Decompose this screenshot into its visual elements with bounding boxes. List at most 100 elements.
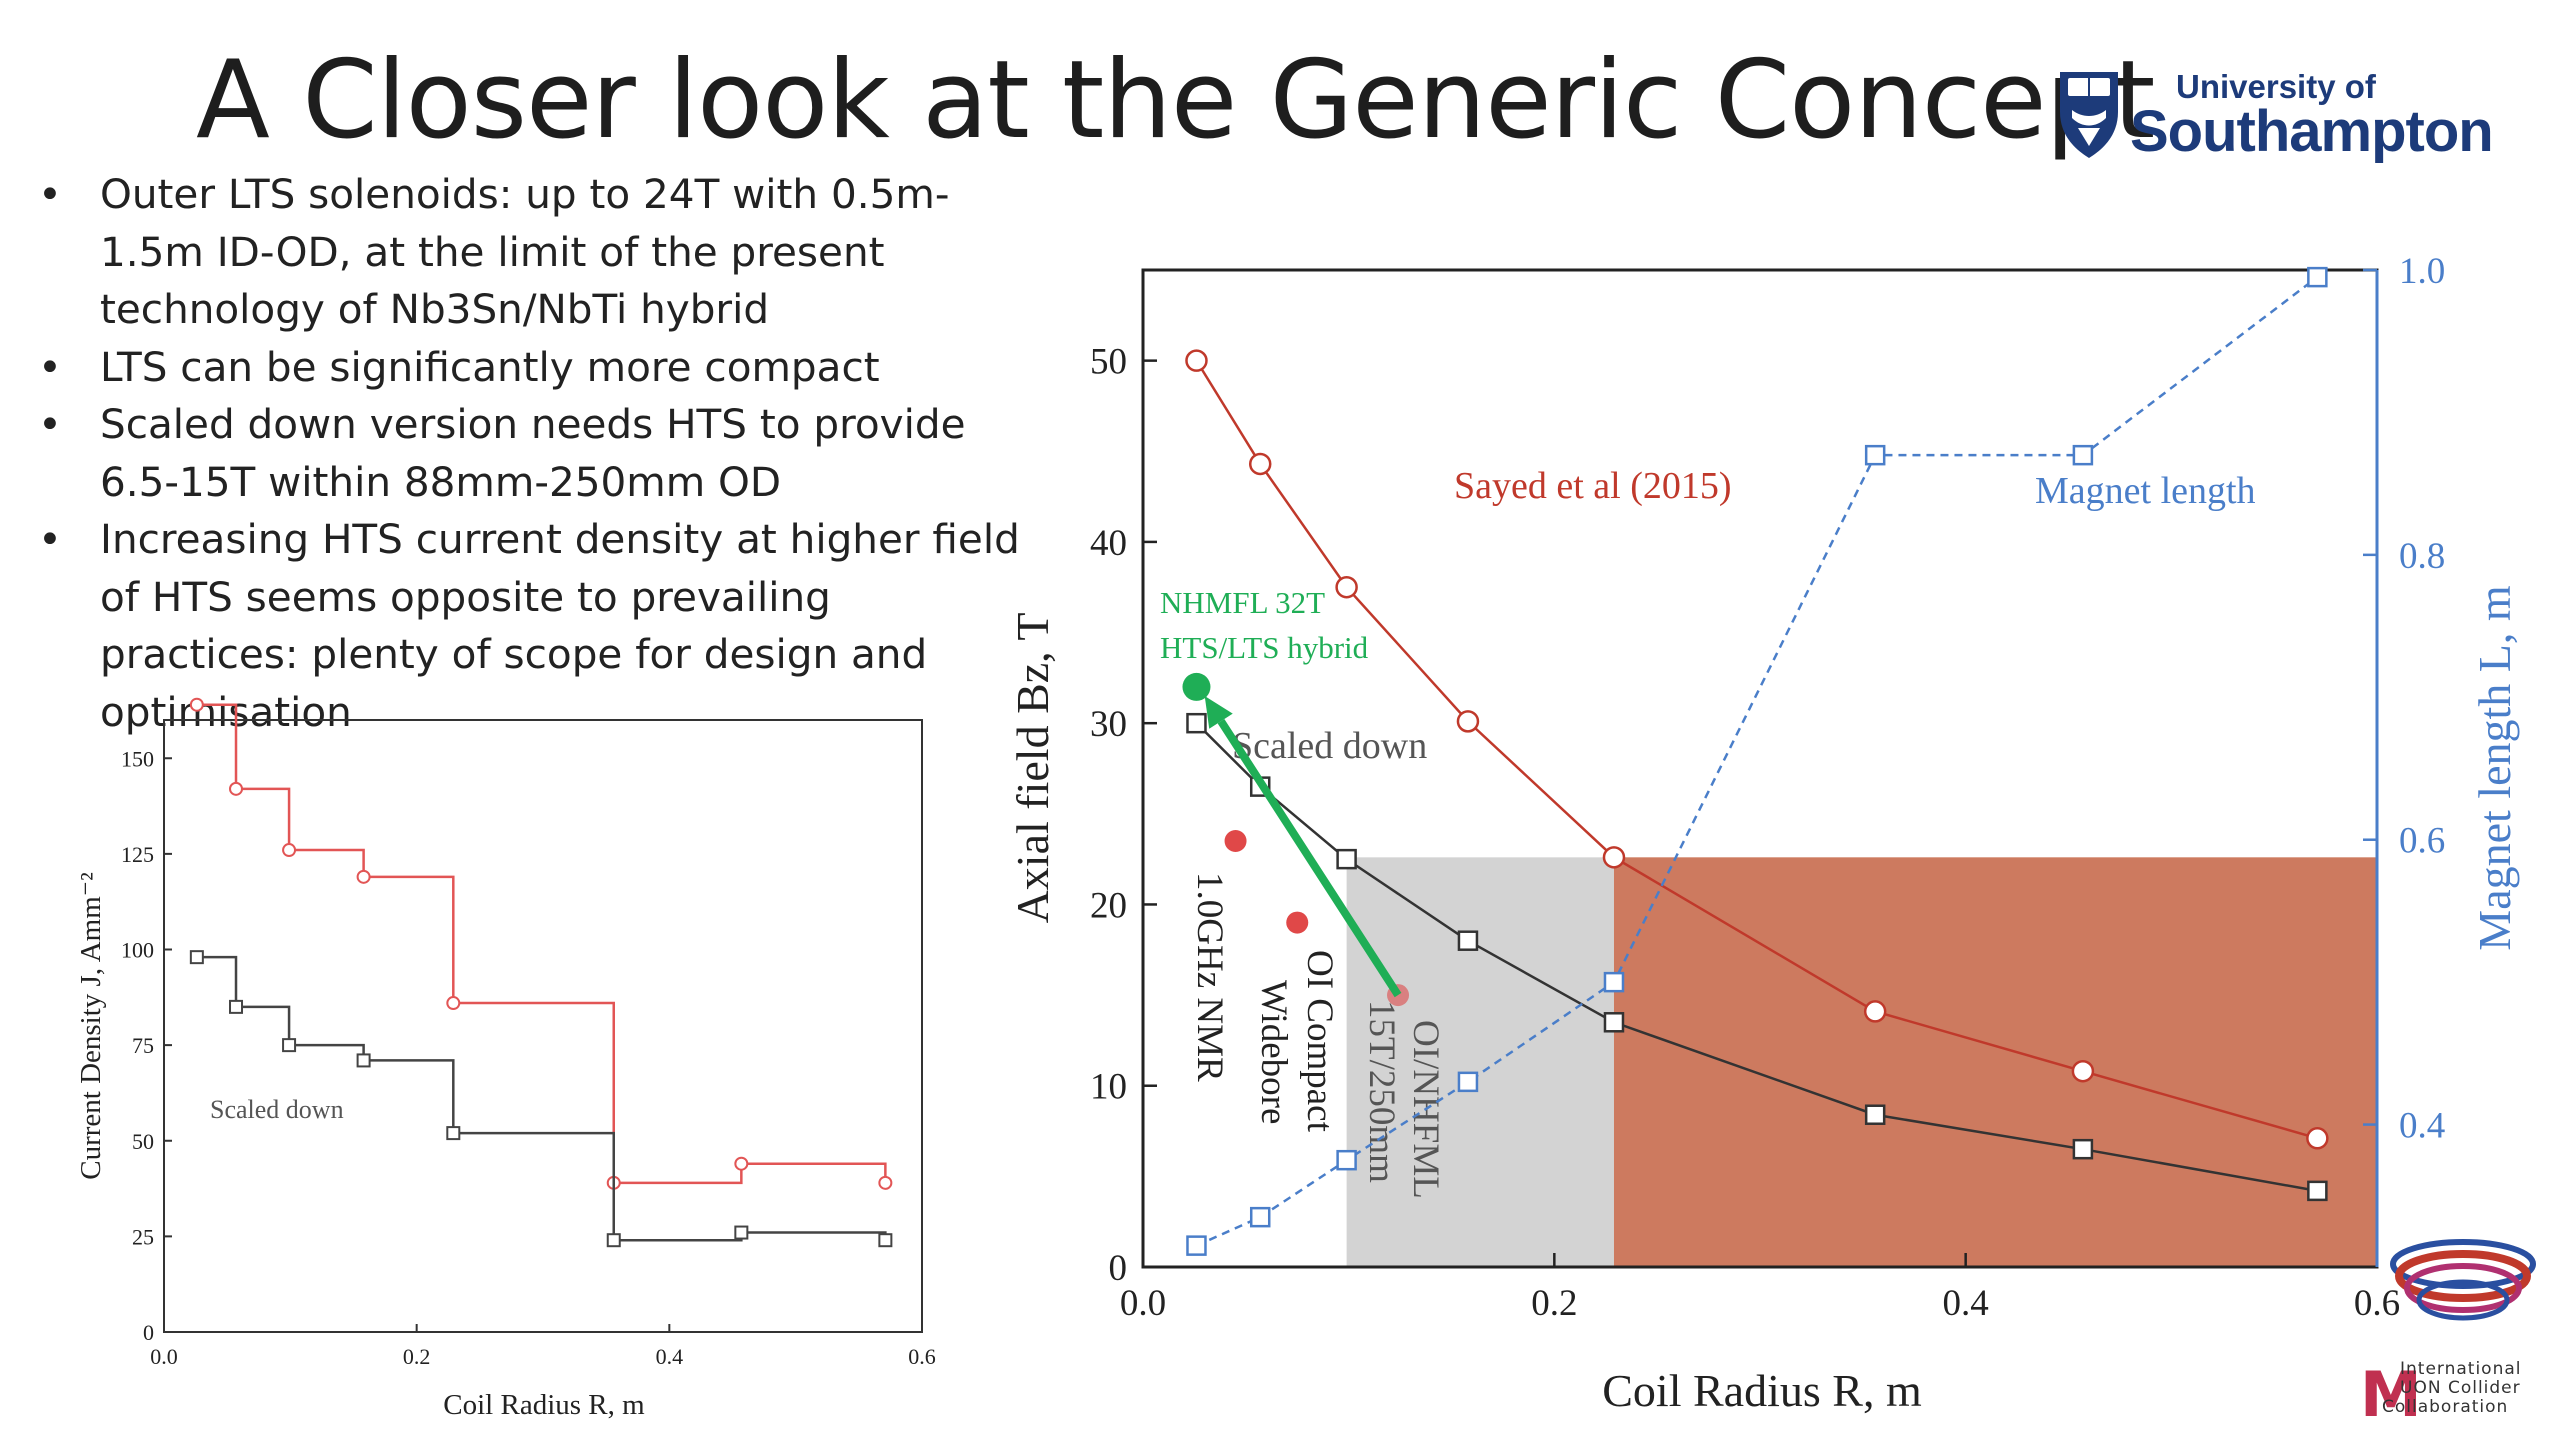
bullet-item: Scaled down version needs HTS to provide… (36, 396, 1026, 511)
chart2-marker-point (1387, 984, 1410, 1007)
chart1-series-line (196, 955, 887, 1242)
oi-compact-label-line2: Widebore (1253, 980, 1294, 1124)
chart2-point (1457, 930, 1479, 951)
chart1-xtick-label: 0.2 (403, 1344, 431, 1369)
chart2-point (1335, 575, 1358, 599)
chart1-point (282, 843, 297, 858)
chart1-ytick-label: 50 (132, 1129, 154, 1154)
oi-nhfml-label-line2: 15T/250mm (1361, 1000, 1402, 1183)
chart1-ylabel: Current Density J, Amm⁻² (75, 872, 107, 1180)
chart1-ytick-label: 25 (132, 1224, 154, 1249)
chart1-point (189, 950, 204, 965)
imcc-line2: UON Collider (2400, 1378, 2521, 1398)
chart1-point (734, 1156, 749, 1171)
chart2-marker-point (1224, 830, 1247, 853)
chart2-point (1457, 1071, 1479, 1093)
sayed-label: Sayed et al (2015) (1454, 465, 1732, 507)
chart1-point (606, 1175, 621, 1190)
chart2-point (2072, 1138, 2094, 1160)
chart2-point (1249, 1206, 1271, 1228)
chart1-point (229, 781, 244, 796)
chart1-ytick-label: 0 (143, 1320, 154, 1345)
chart2-point (2072, 444, 2094, 466)
chart2-xtick-label: 0.0 (1120, 1283, 1166, 1324)
chart2-point (1603, 971, 1625, 993)
chart1-point (606, 1233, 621, 1248)
chart2-point (1336, 848, 1357, 870)
chart2-point (2307, 1180, 2328, 1202)
chart2-point (1603, 1012, 1625, 1033)
shield-book-icon (2060, 72, 2118, 158)
chart1-point (878, 1233, 893, 1248)
chart2-band (1346, 857, 1614, 1267)
chart1-point (282, 1038, 297, 1053)
oi-compact-label-line1: OI Compact (1299, 950, 1340, 1133)
chart2-ytick-label: 0 (1109, 1248, 1128, 1289)
chart1-point (356, 1053, 371, 1068)
chart1-frame (163, 719, 923, 1333)
chart2-marker-point (1182, 672, 1211, 701)
chart2-point (1186, 1235, 1207, 1256)
chart2-frame (1141, 268, 2379, 1269)
chart1-ytick-label: 100 (121, 938, 154, 963)
bullet-item: LTS can be significantly more compact (36, 339, 1026, 397)
nmr-label: 1.0GHz NMR (1189, 872, 1230, 1082)
chart2-point (1336, 1149, 1357, 1171)
chart1-xtick-label: 0.0 (150, 1344, 178, 1369)
chart2-band (1613, 857, 2377, 1267)
imcc-line3: Collaboration (2382, 1397, 2509, 1417)
chart2-y2tick-label: 0.8 (2399, 536, 2445, 577)
scaled-down-label: Scaled down (1232, 725, 1427, 767)
chart2-point (1248, 452, 1272, 476)
chart1-ytick-label: 150 (121, 746, 154, 771)
chart1-ytick-label: 125 (121, 842, 154, 867)
chart2-arrow-shaft (1217, 719, 1402, 998)
imcc-text: International UON Collider Collaboration (2382, 1360, 2522, 1417)
logo-line2: Southampton (2130, 99, 2494, 164)
chart2-ytick-label: 40 (1090, 523, 1127, 564)
chart1-series-line (196, 703, 887, 1185)
chart1-xtick-label: 0.6 (908, 1344, 936, 1369)
chart1-point (356, 869, 371, 884)
chart2-point (2071, 1059, 2095, 1083)
chart2-marker-point (1286, 911, 1309, 934)
chart2-point (1185, 349, 1208, 372)
chart2-xlabel: Coil Radius R, m (1602, 1365, 1922, 1416)
imcc-rings-icon (2390, 1239, 2536, 1321)
chart1-point (878, 1175, 893, 1190)
chart2-y2tick-label: 1.0 (2399, 251, 2445, 292)
chart2-point (1602, 846, 1626, 869)
chart2-xtick-label: 0.2 (1531, 1283, 1577, 1324)
chart2-point (1249, 776, 1271, 797)
logo-line1: University of (2176, 68, 2376, 105)
chart1-ytick-label: 75 (132, 1033, 154, 1058)
chart2-y2tick-label: 0.6 (2399, 821, 2445, 862)
chart2-arrow-head (1204, 695, 1233, 729)
chart2-point (2306, 1127, 2329, 1150)
oi-nhfml-label-line1: OI/NHFML (1405, 1020, 1446, 1199)
chart1-point (446, 996, 461, 1011)
magnet-length-label: Magnet length (2035, 470, 2256, 512)
chart2-ytick-label: 30 (1090, 704, 1127, 745)
imcc-line1: International (2400, 1359, 2522, 1379)
bullet-item: Increasing HTS current density at higher… (36, 511, 1026, 741)
chart2-series-line (1195, 359, 2318, 1140)
chart2-ytick-label: 50 (1090, 342, 1127, 383)
chart2-point (1864, 444, 1886, 466)
slide-title: A Closer look at the Generic Concept (196, 38, 2155, 163)
chart2-y2label: Magnet length L, m (2469, 585, 2520, 951)
nhmfl-label-line2: HTS/LTS hybrid (1160, 630, 1369, 665)
bullet-list: Outer LTS solenoids: up to 24T with 0.5m… (36, 166, 1026, 741)
chart1-point (229, 999, 244, 1014)
chart2-y2tick-label: 0.4 (2399, 1106, 2445, 1147)
chart1-point (446, 1126, 461, 1141)
chart2-series-line (1195, 722, 2318, 1193)
chart1-annotation: Scaled down (210, 1095, 344, 1124)
chart1-point (734, 1225, 749, 1240)
imcc-initial: M (2360, 1358, 2422, 1431)
chart1-xtick-label: 0.4 (656, 1344, 684, 1369)
chart2-point (2307, 266, 2328, 288)
chart1-xlabel: Coil Radius R, m (443, 1389, 645, 1421)
chart2-point (1863, 1000, 1887, 1023)
nhmfl-label-line1: NHMFL 32T (1160, 585, 1325, 620)
